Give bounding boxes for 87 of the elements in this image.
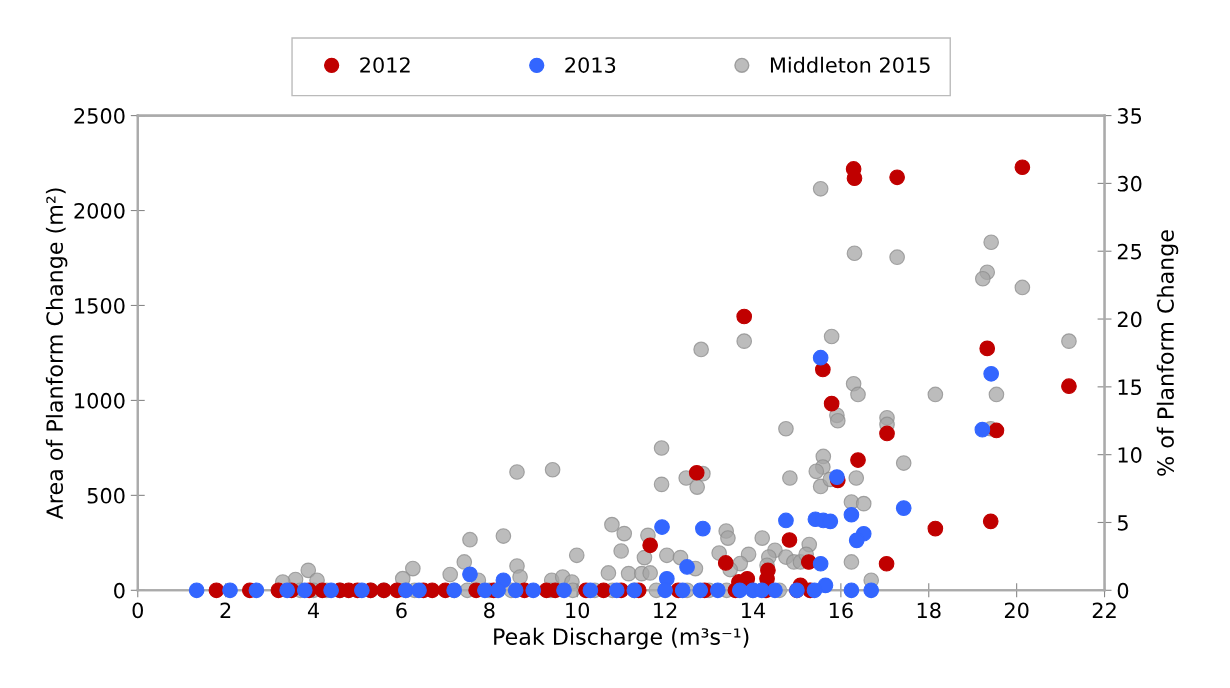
point <box>296 582 313 599</box>
point <box>781 532 798 548</box>
x-tick-label: 10 <box>566 602 590 619</box>
point <box>927 520 944 537</box>
y2-tick-label: 20 <box>1117 311 1142 328</box>
legend-label: Middleton 2015 <box>770 56 930 73</box>
point <box>846 170 863 187</box>
point <box>717 555 734 571</box>
y-tick-label: 1000 <box>75 392 125 409</box>
point <box>525 582 542 599</box>
x-tick-label: 16 <box>829 602 853 619</box>
point <box>974 421 991 438</box>
y-tick-label: 0 <box>114 582 125 599</box>
point <box>778 512 794 529</box>
point <box>688 464 705 481</box>
point <box>863 582 880 599</box>
x-tick-label: 0 <box>132 602 143 619</box>
point <box>767 582 783 599</box>
x-axis-title: Peak Discharge (m³s⁻¹) <box>494 627 749 650</box>
point <box>679 559 695 575</box>
y2-tick-label: 35 <box>1117 108 1142 124</box>
point <box>323 582 339 599</box>
point <box>608 582 625 599</box>
point <box>507 582 524 599</box>
y2-tick-label: 25 <box>1117 243 1142 260</box>
point <box>709 582 726 599</box>
point <box>812 349 829 366</box>
x-tick-label: 2 <box>220 602 231 618</box>
y-tick-label: 2500 <box>74 108 125 124</box>
point <box>895 500 912 516</box>
point <box>208 582 225 599</box>
point <box>222 582 238 599</box>
point <box>490 582 506 599</box>
point <box>695 520 711 537</box>
point <box>988 422 1005 439</box>
point <box>889 169 905 186</box>
point <box>692 582 709 599</box>
point <box>556 582 572 599</box>
y2-tick-label: 5 <box>1117 515 1128 531</box>
y2-tick-label: 15 <box>1118 379 1142 396</box>
y-tick-label: 500 <box>87 487 125 504</box>
x-tick-label: 4 <box>307 602 319 618</box>
point <box>878 555 895 572</box>
y2-tick-label: 30 <box>1117 175 1142 192</box>
point <box>477 582 493 599</box>
point <box>982 513 999 530</box>
y-axis-title: Area of Planform Change (m²) <box>45 188 68 520</box>
legend-label: 2013 <box>565 57 616 73</box>
point <box>843 582 860 599</box>
point <box>879 425 895 442</box>
y-tick-label: 2000 <box>74 202 125 219</box>
point <box>657 582 673 599</box>
point <box>279 582 296 599</box>
point <box>829 469 845 485</box>
point <box>462 566 478 583</box>
point <box>582 582 599 599</box>
x-tick-label: 18 <box>917 602 941 619</box>
y-tick-label: 1500 <box>75 297 125 314</box>
x-tick-label: 22 <box>1092 602 1116 618</box>
point <box>1014 159 1031 176</box>
point <box>654 519 670 535</box>
point <box>674 582 691 599</box>
point <box>642 537 658 554</box>
point <box>848 532 865 549</box>
x-tick-label: 12 <box>654 602 677 618</box>
point <box>411 582 427 599</box>
point <box>731 582 748 599</box>
point <box>843 506 860 523</box>
x-tick-label: 20 <box>1004 602 1029 619</box>
point <box>806 582 823 599</box>
x-tick-label: 6 <box>396 602 407 619</box>
point <box>1061 378 1077 395</box>
point <box>850 452 866 468</box>
point <box>188 582 205 599</box>
legend-label: 2012 <box>360 57 410 73</box>
point <box>354 582 370 599</box>
y2-tick-label: 0 <box>1117 582 1129 599</box>
point <box>823 395 840 412</box>
point <box>736 308 753 325</box>
y2-tick-label: 10 <box>1118 447 1142 463</box>
y2-axis-title: % of Planform Change <box>1156 230 1179 476</box>
point <box>812 555 829 572</box>
point <box>983 365 1000 382</box>
point <box>248 582 265 599</box>
x-tick-label: 14 <box>742 602 766 618</box>
x-tick-label: 8 <box>484 602 495 619</box>
point <box>979 340 996 357</box>
